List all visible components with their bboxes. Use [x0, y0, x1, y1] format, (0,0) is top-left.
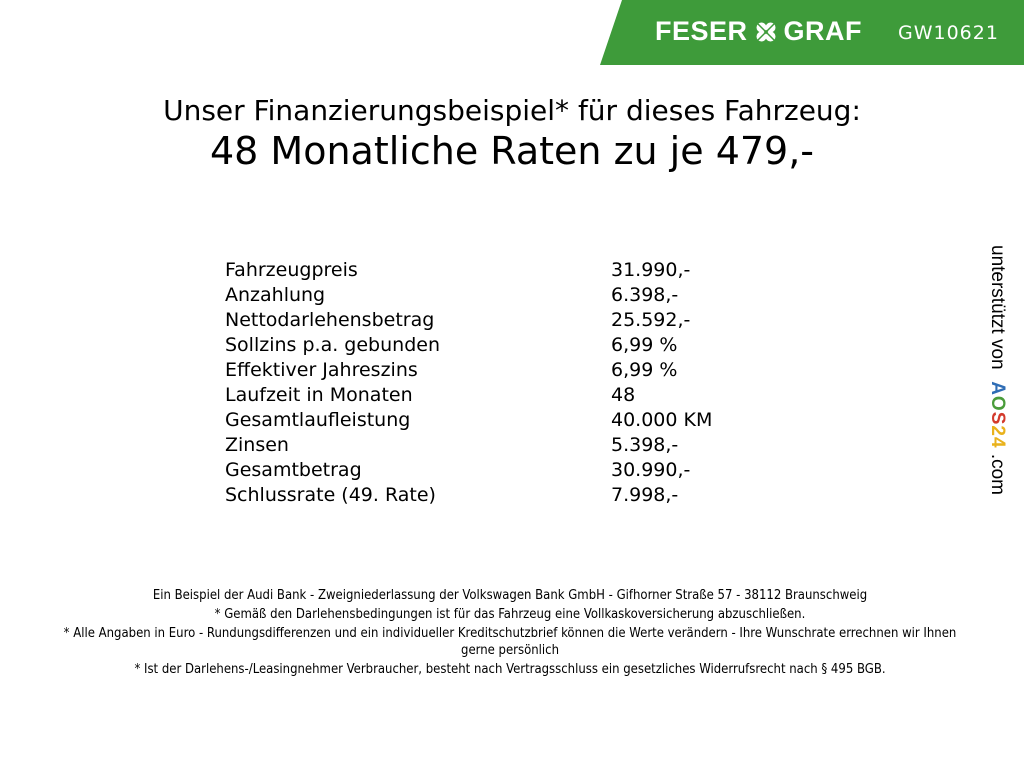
- disclaimer-line: Ein Beispiel der Audi Bank - Zweignieder…: [152, 588, 868, 603]
- disclaimer-line: * Ist der Darlehens-/Leasingnehmer Verbr…: [134, 662, 886, 677]
- row-label: Gesamtlaufleistung: [225, 409, 411, 431]
- row-value: 7.998,-: [611, 484, 679, 506]
- table-row: Schlussrate (49. Rate) 7.998,-: [225, 483, 712, 508]
- row-label: Zinsen: [225, 434, 289, 456]
- table-row: Laufzeit in Monaten 48: [225, 383, 712, 408]
- table-row: Fahrzeugpreis 31.990,-: [225, 258, 712, 283]
- aos24-logo: AOS24: [987, 381, 1008, 449]
- finance-heading: Unser Finanzierungsbeispiel* für dieses …: [163, 94, 861, 127]
- row-label: Anzahlung: [225, 284, 326, 306]
- row-label: Schlussrate (49. Rate): [225, 484, 436, 506]
- row-value: 6,99 %: [611, 334, 678, 356]
- table-row: Gesamtlaufleistung 40.000 KM: [225, 408, 712, 433]
- row-value: 48: [611, 384, 636, 406]
- row-value: 31.990,-: [611, 259, 691, 281]
- row-label: Fahrzeugpreis: [225, 259, 358, 281]
- brand-left: FESER: [655, 16, 748, 46]
- brand-right: GRAF: [783, 16, 863, 46]
- row-label: Gesamtbetrag: [225, 459, 362, 481]
- powered-by: unterstützt von AOS24 .com: [986, 245, 1008, 495]
- row-value: 6,99 %: [611, 359, 678, 381]
- footer-disclaimer: Ein Beispiel der Audi Bank - Zweignieder…: [50, 587, 970, 680]
- finance-table: Fahrzeugpreis 31.990,- Anzahlung 6.398,- Net…: [225, 258, 712, 508]
- row-value: 25.592,-: [611, 309, 691, 331]
- table-row: Zinsen 5.398,-: [225, 433, 712, 458]
- vehicle-code: GW10621: [898, 22, 999, 44]
- row-value: 30.990,-: [611, 459, 691, 481]
- row-value: 40.000 KM: [611, 409, 713, 431]
- brand-logo: FESER GRAF: [655, 16, 862, 47]
- table-row: Sollzins p.a. gebunden 6,99 %: [225, 333, 712, 358]
- row-value: 5.398,-: [611, 434, 679, 456]
- header-banner: [600, 0, 1024, 65]
- disclaimer-line: * Gemäß den Darlehensbedingungen ist für…: [214, 607, 806, 622]
- row-value: 6.398,-: [611, 284, 679, 306]
- row-label: Laufzeit in Monaten: [225, 384, 413, 406]
- table-row: Gesamtbetrag 30.990,-: [225, 458, 712, 483]
- disclaimer-line: * Alle Angaben in Euro - Rundungsdiffere…: [63, 626, 957, 658]
- table-row: Effektiver Jahreszins 6,99 %: [225, 358, 712, 383]
- row-label: Effektiver Jahreszins: [225, 359, 418, 381]
- table-row: Nettodarlehensbetrag 25.592,-: [225, 308, 712, 333]
- powered-by-suffix: .com: [987, 453, 1008, 496]
- table-row: Anzahlung 6.398,-: [225, 283, 712, 308]
- clover-icon: [756, 22, 776, 41]
- monthly-rate-heading: 48 Monatliche Raten zu je 479,-: [209, 129, 815, 173]
- row-label: Sollzins p.a. gebunden: [225, 334, 440, 356]
- row-label: Nettodarlehensbetrag: [225, 309, 435, 331]
- powered-by-label: unterstützt von: [987, 245, 1008, 370]
